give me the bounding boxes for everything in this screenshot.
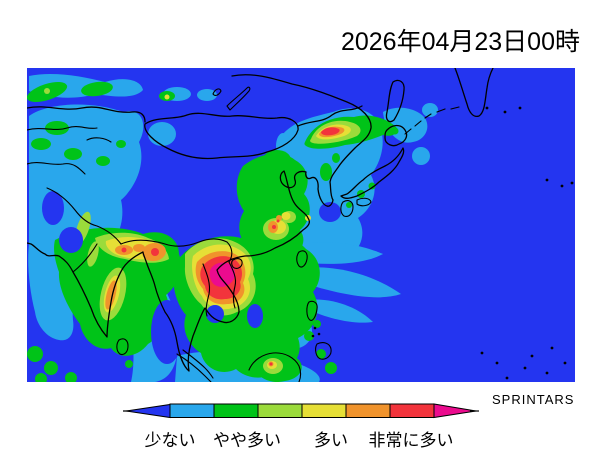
lake-balkhash <box>86 137 112 143</box>
legend-arrow-high <box>433 403 477 419</box>
aerosol-map-svg <box>26 67 575 385</box>
lake-baikal <box>226 86 251 111</box>
contour-china-green <box>236 153 310 262</box>
hotspot-laos-core <box>209 262 236 287</box>
coast-honshu <box>340 147 405 199</box>
legend-segment-2 <box>213 403 259 418</box>
legend-label-high: 多い <box>314 431 348 450</box>
coast-mindanao <box>315 342 332 360</box>
border-afghan-pak <box>46 187 122 245</box>
coast-luzon <box>306 300 318 321</box>
coast-borneo <box>248 352 302 383</box>
date-title: 2026年04月23日00時 <box>340 28 580 56</box>
coast-hokkaido <box>384 124 408 147</box>
coast-kamchatka <box>454 67 494 118</box>
border-centralasia-2 <box>26 162 86 175</box>
border-laos-vietnam <box>228 261 237 309</box>
legend-segment-4 <box>301 403 347 418</box>
lake-small <box>212 88 222 96</box>
border-centralasia-1 <box>26 126 98 131</box>
border-himalaya <box>120 238 233 263</box>
legend-segment-1 <box>169 403 215 418</box>
border-ne-russia <box>297 105 363 127</box>
legend-segment-6 <box>389 403 435 418</box>
coast-kurils <box>404 106 460 135</box>
contour-layer-magenta <box>209 262 236 287</box>
hotspot-nechina-red <box>321 127 340 136</box>
coast-kyushu <box>340 200 354 217</box>
aerosol-map <box>26 67 575 385</box>
border-pak-india <box>72 243 98 273</box>
legend-label-low: 少ない <box>144 431 196 450</box>
legend-label-medium: やや多い <box>213 431 281 450</box>
pacific-island-dots <box>480 106 574 380</box>
border-mongolia <box>144 112 299 160</box>
legend-segment-3 <box>257 403 303 418</box>
legend-label-veryhigh: 非常に多い <box>368 431 454 450</box>
legend-arrow-low <box>125 403 171 419</box>
aerosol-scale-legend <box>123 403 479 419</box>
coast-shikoku <box>356 197 372 207</box>
coastlines <box>26 67 574 383</box>
coast-taiwan <box>296 250 308 268</box>
border-myanmar-thai <box>202 263 211 317</box>
coast-sakhalin <box>385 79 405 123</box>
coast-srilanka <box>116 338 129 356</box>
coast-asia-mainland <box>26 74 372 372</box>
coast-sumatra <box>176 349 214 383</box>
coast-hainan <box>230 258 243 269</box>
sprintars-credit: SPRINTARS <box>492 392 575 407</box>
legend-segment-5 <box>345 403 391 418</box>
coast-north-border <box>26 106 146 123</box>
low-value-holes <box>42 191 341 364</box>
